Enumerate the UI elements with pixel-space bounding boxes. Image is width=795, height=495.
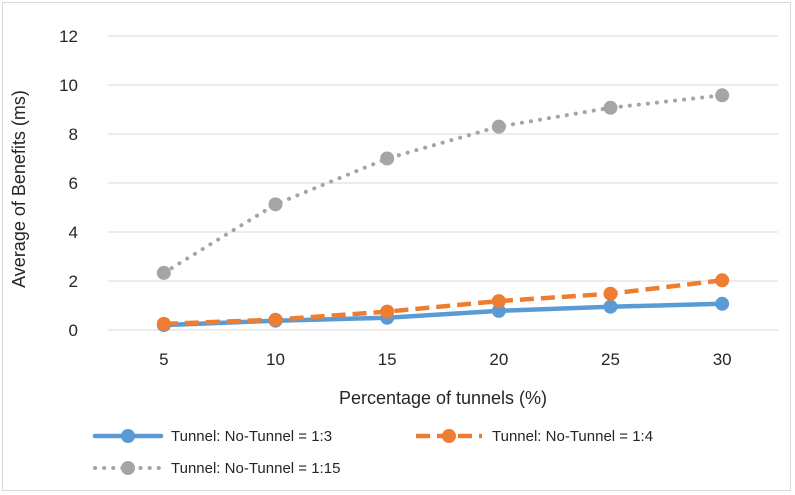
x-axis-tick-labels: 5 10 15 20 25 30 bbox=[159, 350, 732, 369]
data-point bbox=[603, 100, 618, 115]
legend-marker bbox=[121, 461, 135, 475]
legend-item: Tunnel: No-Tunnel = 1:4 bbox=[416, 428, 653, 445]
legend-label: Tunnel: No-Tunnel = 1:15 bbox=[171, 460, 340, 477]
data-point bbox=[380, 151, 395, 166]
legend-marker bbox=[442, 429, 456, 443]
data-point bbox=[156, 265, 171, 280]
legend-label: Tunnel: No-Tunnel = 1:3 bbox=[171, 428, 332, 445]
series-lines bbox=[156, 88, 730, 333]
y-tick-label: 10 bbox=[59, 76, 78, 95]
x-tick-label: 25 bbox=[601, 350, 620, 369]
data-point bbox=[156, 316, 171, 331]
y-tick-label: 12 bbox=[59, 27, 78, 46]
data-point bbox=[715, 296, 730, 311]
legend-item: Tunnel: No-Tunnel = 1:3 bbox=[92, 428, 332, 445]
data-point bbox=[603, 286, 618, 301]
series-line bbox=[161, 93, 725, 275]
legend: Tunnel: No-Tunnel = 1:3 Tunnel: No-Tunnel… bbox=[92, 428, 653, 477]
y-tick-label: 4 bbox=[69, 223, 78, 242]
data-point bbox=[268, 312, 283, 327]
series-1 bbox=[156, 296, 730, 333]
data-point bbox=[715, 273, 730, 288]
y-tick-label: 8 bbox=[69, 125, 78, 144]
x-tick-label: 15 bbox=[378, 350, 397, 369]
y-tick-label: 6 bbox=[69, 174, 78, 193]
legend-label: Tunnel: No-Tunnel = 1:4 bbox=[492, 428, 653, 445]
x-tick-label: 20 bbox=[489, 350, 508, 369]
data-point bbox=[491, 294, 506, 309]
series-3 bbox=[156, 88, 730, 280]
data-point bbox=[268, 197, 283, 212]
data-point bbox=[491, 303, 506, 318]
data-point bbox=[603, 299, 618, 314]
data-point bbox=[491, 119, 506, 134]
x-tick-label: 10 bbox=[266, 350, 285, 369]
series-2 bbox=[156, 273, 730, 331]
legend-item: Tunnel: No-Tunnel = 1:15 bbox=[93, 460, 340, 477]
x-tick-label: 30 bbox=[713, 350, 732, 369]
data-point bbox=[380, 304, 395, 319]
x-tick-label: 5 bbox=[159, 350, 168, 369]
gridlines bbox=[108, 35, 778, 282]
y-axis-tick-labels: 0 2 4 6 8 10 12 bbox=[59, 27, 78, 340]
y-tick-label: 2 bbox=[69, 272, 78, 291]
y-axis-title: Average of Benefits (ms) bbox=[9, 90, 29, 288]
legend-marker bbox=[121, 429, 135, 443]
series-line bbox=[163, 278, 723, 327]
data-point bbox=[715, 88, 730, 103]
x-axis-title: Percentage of tunnels (%) bbox=[339, 388, 547, 408]
y-tick-label: 0 bbox=[69, 321, 78, 340]
